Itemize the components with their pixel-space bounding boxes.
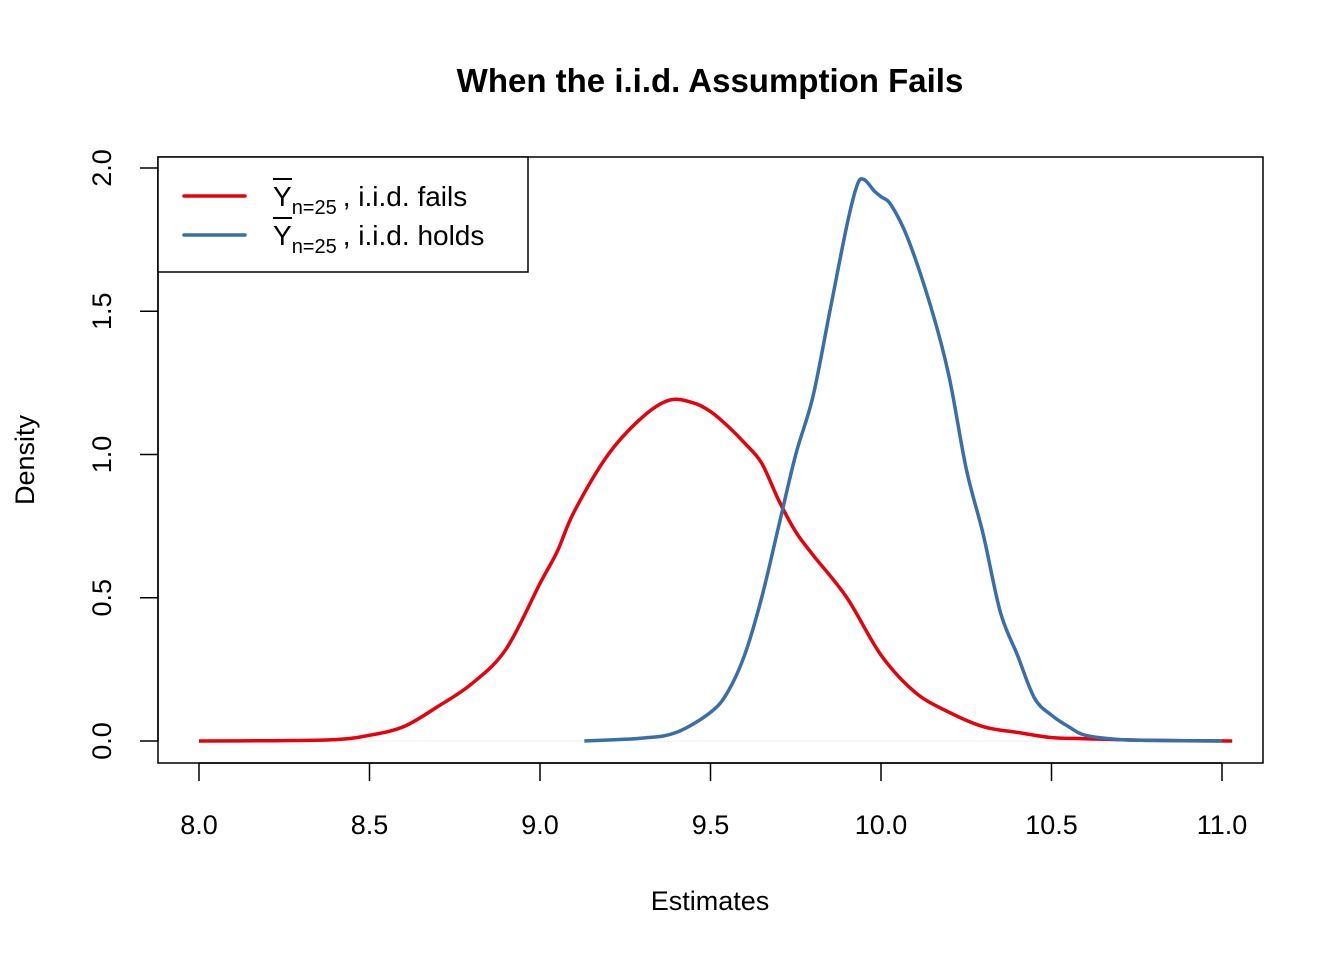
- x-tick-label: 11.0: [1197, 810, 1248, 840]
- x-axis-label: Estimates: [651, 886, 770, 916]
- x-tick-label: 9.0: [521, 810, 559, 840]
- chart-title: When the i.i.d. Assumption Fails: [457, 62, 964, 99]
- legend-text: , i.i.d. holds: [343, 220, 485, 251]
- x-axis: 8.0 8.5 9.0 9.5 10.0 10.5 11.0: [180, 762, 1248, 840]
- legend-text: , i.i.d. fails: [343, 181, 467, 212]
- legend-label: Yn=25 , i.i.d. holds: [273, 220, 484, 258]
- y-tick-label: 2.0: [87, 149, 117, 187]
- legend-subscript: n=25: [292, 197, 337, 219]
- legend: Yn=25 , i.i.d. fails Yn=25 , i.i.d. holds: [157, 156, 529, 273]
- y-axis-label: Density: [10, 414, 40, 505]
- series-line-0: [198, 397, 1233, 743]
- legend-symbol: Y: [273, 220, 292, 251]
- x-tick-label: 8.5: [351, 810, 389, 840]
- legend-subscript: n=25: [292, 236, 337, 258]
- legend-label: Yn=25 , i.i.d. fails: [273, 181, 467, 219]
- series-line-1: [584, 177, 1223, 743]
- x-tick-label: 8.0: [180, 810, 218, 840]
- x-tick-label: 10.5: [1025, 810, 1078, 840]
- legend-symbol: Y: [273, 181, 292, 212]
- legend-box: [157, 156, 529, 273]
- x-tick-label: 10.0: [855, 810, 908, 840]
- x-tick-label: 9.5: [692, 810, 730, 840]
- y-axis: 0.0 0.5 1.0 1.5 2.0: [87, 149, 159, 760]
- y-tick-label: 1.0: [87, 436, 117, 474]
- y-tick-label: 1.5: [87, 292, 117, 330]
- y-tick-label: 0.0: [87, 722, 117, 760]
- y-tick-label: 0.5: [87, 579, 117, 617]
